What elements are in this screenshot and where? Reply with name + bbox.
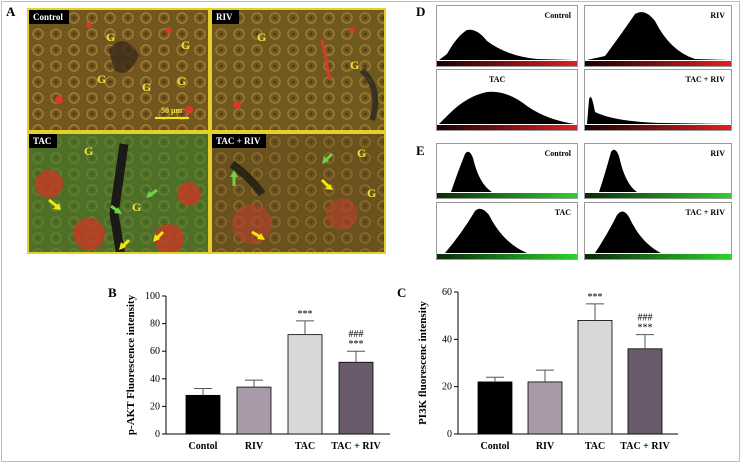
glomerulus-marker: G xyxy=(257,30,267,44)
micrograph-riv-label: RIV xyxy=(212,10,239,24)
micrograph-tac-riv: TAC + RIV G G xyxy=(210,132,386,254)
micrograph-riv-image xyxy=(212,10,384,130)
micrograph-tac-image xyxy=(29,134,208,252)
bar xyxy=(185,394,221,435)
panel-letter-a: A xyxy=(6,4,16,19)
y-tick-label: 40 xyxy=(442,334,452,345)
glomerulus-marker: G xyxy=(84,144,94,158)
y-tick-label: 20 xyxy=(442,382,452,393)
glomerulus-marker: G xyxy=(350,58,360,72)
y-axis-label: p-AKT Fluorescence intensity xyxy=(125,294,137,435)
glomerulus-marker: G xyxy=(142,80,152,94)
significance-label: *** xyxy=(298,309,313,320)
glomerulus-marker: G xyxy=(106,30,116,44)
bar-chart-p-akt: 0 20 40 60 80 100 p-AKT Fluorescence intensity… xyxy=(125,291,390,452)
histogram-e-control: Control xyxy=(436,143,578,199)
histogram-label: TAC xyxy=(489,75,506,84)
glomerulus-marker: G xyxy=(367,186,377,200)
x-tick-label: TAC xyxy=(585,441,605,452)
glomerulus-marker: G xyxy=(97,72,107,86)
x-tick-label: RIV xyxy=(245,441,264,452)
glomerulus-marker: G xyxy=(177,74,187,88)
micrograph-tac-riv-image xyxy=(212,134,384,252)
histogram-label: TAC + RIV xyxy=(685,75,725,84)
x-tick-label: TAC + RIV xyxy=(331,441,381,452)
y-tick-label: 100 xyxy=(145,291,160,302)
significance-label: ### xyxy=(349,329,364,340)
micrograph-tac-label: TAC xyxy=(29,134,58,148)
bar xyxy=(577,320,613,435)
histogram-d-control: Control xyxy=(436,5,578,67)
histogram-e-tac: TAC xyxy=(436,202,578,260)
y-axis-label: PI3K fluorescenc intensity xyxy=(417,301,429,425)
y-tick-label: 0 xyxy=(447,429,452,440)
x-tick-label: RIV xyxy=(536,441,555,452)
histogram-label: RIV xyxy=(710,11,725,20)
bar xyxy=(527,381,563,435)
histogram-label: RIV xyxy=(710,149,725,158)
y-tick-label: 0 xyxy=(155,429,160,440)
micrograph-tac: TAC G G xyxy=(27,132,210,254)
bar xyxy=(236,386,272,435)
histogram-label: TAC + RIV xyxy=(685,208,725,217)
y-tick-label: 60 xyxy=(442,287,452,298)
panel-letter-d: D xyxy=(416,4,426,19)
micrograph-control-image xyxy=(29,10,208,130)
micrograph-control: Control G G G G G 50 μm xyxy=(27,8,210,132)
y-tick-label: 80 xyxy=(150,319,160,330)
x-tick-label: TAC xyxy=(295,441,315,452)
glomerulus-marker: G xyxy=(357,146,367,160)
y-tick-label: 60 xyxy=(150,346,160,357)
glomerulus-marker: G xyxy=(181,38,191,52)
histogram-d-tac: TAC xyxy=(436,69,578,131)
bar xyxy=(477,381,513,435)
significance-label: ### xyxy=(638,313,653,324)
micrograph-riv: RIV G G xyxy=(210,8,386,132)
significance-label: *** xyxy=(588,292,603,303)
x-tick-label: Contol xyxy=(481,441,510,452)
panel-letter-b: B xyxy=(108,285,117,300)
significance-label: *** xyxy=(638,323,653,334)
histogram-d-riv: RIV xyxy=(584,5,732,67)
histogram-label: Control xyxy=(544,11,571,20)
histogram-label: Control xyxy=(544,149,571,158)
histogram-e-tac-riv: TAC + RIV xyxy=(584,202,732,260)
histogram-label: TAC xyxy=(554,208,571,217)
x-tick-label: Contol xyxy=(189,441,218,452)
bar xyxy=(627,348,663,435)
histogram-e-riv: RIV xyxy=(584,143,732,199)
bar xyxy=(338,361,374,435)
scale-bar-label: 50 μm xyxy=(161,106,183,115)
glomerulus-marker: G xyxy=(132,200,142,214)
panel-letter-c: C xyxy=(397,285,407,300)
y-tick-label: 20 xyxy=(150,401,160,412)
micrograph-tac-riv-label: TAC + RIV xyxy=(212,134,267,148)
bar-chart-pi3k: 0 20 40 60 PI3K fluorescenc intensity Contol R… xyxy=(417,287,678,452)
bar xyxy=(287,334,323,435)
micrograph-control-label: Control xyxy=(29,10,69,24)
significance-label: *** xyxy=(349,339,364,350)
x-tick-label: TAC + RIV xyxy=(620,441,670,452)
panel-letter-e: E xyxy=(416,143,425,158)
histogram-d-tac-riv: TAC + RIV xyxy=(584,69,732,131)
y-tick-label: 40 xyxy=(150,374,160,385)
